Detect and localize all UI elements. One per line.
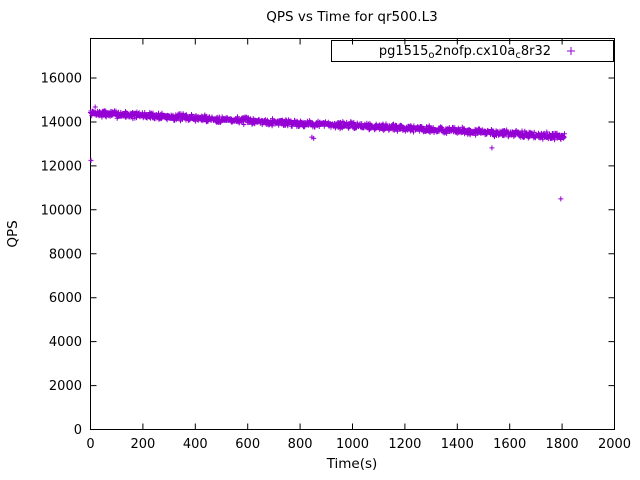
x-axis-label: Time(s) [326, 456, 378, 472]
legend-label-sub: c [515, 50, 521, 61]
y-axis-label: QPS [5, 220, 21, 247]
x-tick-label: 200 [130, 437, 155, 452]
legend-label-sub: o [428, 50, 434, 61]
x-tick-label: 600 [235, 437, 260, 452]
x-tick-label: 800 [288, 437, 313, 452]
legend-series-label: pg1515o2nofp.cx10ac8r32 [379, 44, 551, 61]
y-tick-label: 14000 [41, 116, 82, 131]
y-tick-label: 0 [74, 423, 82, 438]
y-tick-label: 2000 [49, 379, 82, 394]
y-tick-label: 10000 [41, 203, 82, 218]
axis-ticks: 0 200 400 600 800 1000 1200 1400 1600 1800 2000 0 20… [41, 38, 631, 452]
x-tick-label: 1400 [441, 437, 474, 452]
y-tick-label: 8000 [49, 247, 82, 262]
x-tick-label: 0 [86, 437, 94, 452]
x-tick-label: 1800 [546, 437, 579, 452]
x-tick-label: 1200 [388, 437, 421, 452]
legend: pg1515o2nofp.cx10ac8r32 [331, 40, 614, 62]
scatter-plus-markers [88, 104, 567, 202]
legend-box [331, 40, 614, 62]
y-tick-label: 4000 [49, 335, 82, 350]
legend-label-part: pg1515 [379, 44, 429, 59]
chart-title: QPS vs Time for qr500.L3 [266, 9, 437, 25]
plot-border [90, 38, 615, 430]
y-tick-label: 6000 [49, 291, 82, 306]
x-tick-label: 1600 [493, 437, 526, 452]
x-tick-label: 2000 [598, 437, 631, 452]
data-points [88, 104, 567, 202]
x-tick-label: 400 [183, 437, 208, 452]
legend-label-part: 8r32 [521, 44, 551, 59]
legend-label-part: 2nofp.cx10a [435, 44, 516, 59]
legend-plus-marker-icon [567, 47, 575, 55]
y-tick-label: 12000 [41, 159, 82, 174]
y-tick-label: 16000 [41, 72, 82, 87]
x-tick-label: 1000 [336, 437, 369, 452]
